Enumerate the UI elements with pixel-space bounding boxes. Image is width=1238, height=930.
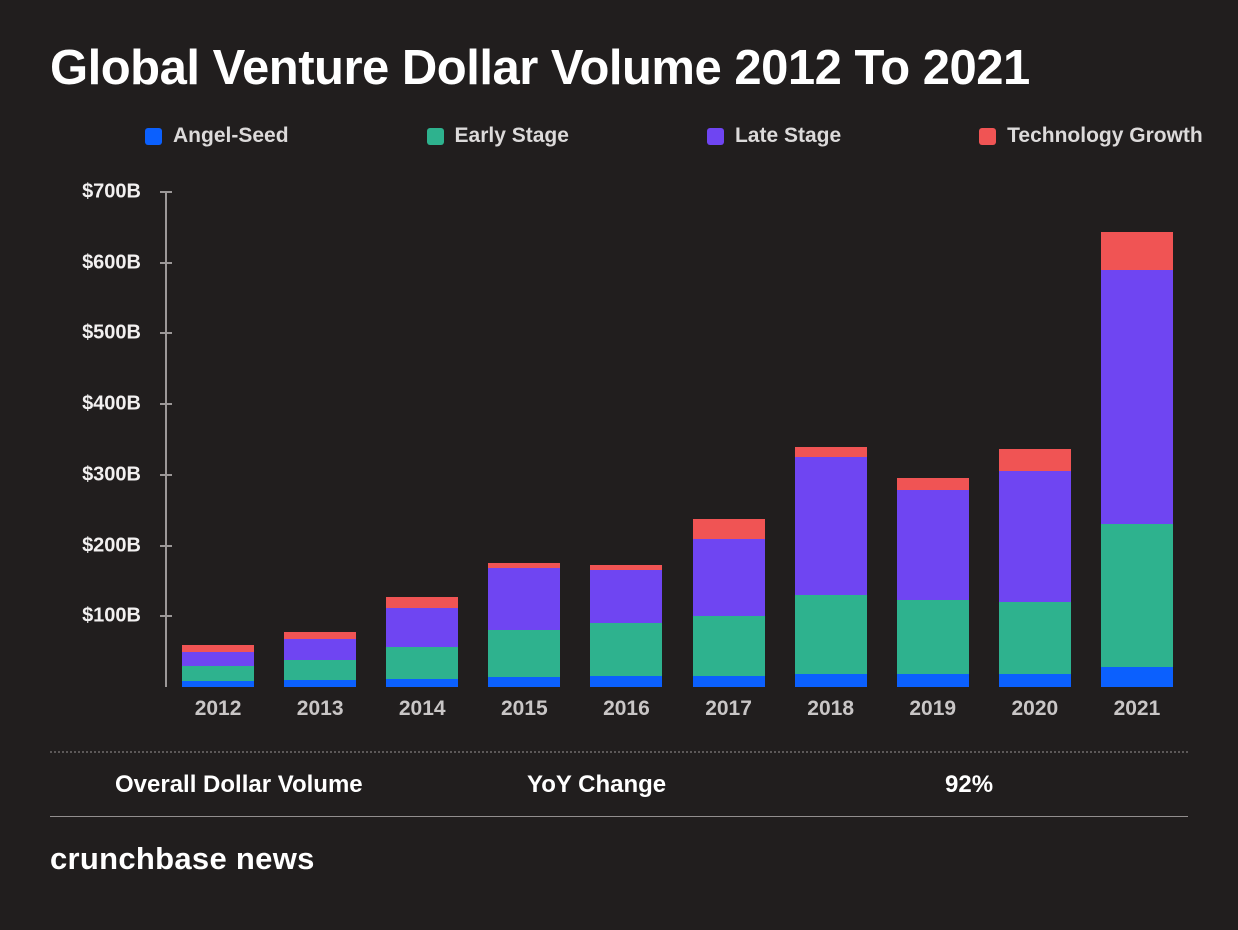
footer: crunchbase news: [50, 841, 1188, 877]
bar-segment-2021-late-stage: [1100, 269, 1173, 525]
y-axis-label-200: $200B: [82, 534, 141, 557]
bar-2015: [488, 562, 561, 687]
legend-item-angel-seed: Angel-Seed: [145, 124, 289, 148]
bar-2018: [794, 446, 867, 687]
summary-row: Overall Dollar Volume YoY Change 92%: [50, 751, 1188, 817]
bar-segment-2020-late-stage: [998, 471, 1071, 603]
bar-2020: [998, 448, 1071, 687]
bar-segment-2013-angel-seed: [284, 679, 357, 687]
y-axis-tick-200: [160, 544, 172, 547]
y-axis-tick-100: [160, 615, 172, 618]
bar-segment-2016-early-stage: [590, 623, 663, 677]
y-axis-tick-700: [160, 191, 172, 193]
bar-segment-2017-late-stage: [692, 538, 765, 617]
bar-segment-2019-early-stage: [896, 600, 969, 675]
legend-label-angel-seed: Angel-Seed: [173, 124, 289, 147]
x-axis-label-2012: 2012: [194, 697, 242, 720]
y-axis-tick-600: [160, 261, 172, 264]
legend-swatch-angel-seed: [145, 127, 162, 145]
x-axis-label-2017: 2017: [705, 697, 752, 720]
bar-segment-2013-late-stage: [284, 638, 357, 661]
y-axis-label-400: $400B: [82, 392, 141, 415]
bar-2013: [284, 631, 357, 687]
bar-segment-2016-angel-seed: [590, 676, 663, 687]
bar-segment-2012-late-stage: [182, 651, 255, 666]
bar-2016: [590, 564, 663, 687]
bar-segment-2017-technology-growth: [692, 518, 765, 539]
plot-area: [160, 191, 1188, 687]
summary-yoy-value: 92%: [945, 770, 994, 798]
bar-segment-2016-technology-growth: [590, 564, 663, 571]
bar-segment-2021-technology-growth: [1100, 232, 1173, 270]
summary-overall-label: Overall Dollar Volume: [115, 770, 363, 798]
bar-segment-2019-angel-seed: [896, 674, 969, 687]
legend-label-technology-growth: Technology Growth: [1007, 124, 1203, 147]
bar-segment-2015-technology-growth: [488, 562, 561, 569]
bar-2021: [1100, 232, 1173, 687]
bar-segment-2018-technology-growth: [794, 446, 867, 458]
bar-segment-2014-technology-growth: [386, 596, 459, 608]
legend-label-early-stage: Early Stage: [454, 124, 569, 147]
x-axis-label-2013: 2013: [296, 697, 344, 720]
legend-item-early-stage: Early Stage: [426, 124, 569, 148]
legend: Angel-Seed Early Stage Late Stage Technolog…: [145, 124, 1203, 148]
y-axis-label-700: $700B: [82, 180, 141, 203]
bar-segment-2021-angel-seed: [1100, 667, 1173, 687]
bar-2017: [692, 518, 765, 687]
y-axis-label-600: $600B: [82, 251, 141, 274]
bar-segment-2013-technology-growth: [284, 631, 357, 639]
crunchbase-news-logo: crunchbase news: [50, 841, 315, 876]
bar-segment-2016-late-stage: [590, 570, 663, 624]
bar-2012: [182, 644, 255, 687]
bar-segment-2020-early-stage: [998, 602, 1071, 675]
bar-segment-2020-technology-growth: [998, 448, 1071, 472]
summary-yoy-label: YoY Change: [527, 770, 667, 798]
bar-segment-2018-late-stage: [794, 457, 867, 596]
x-axis-label-2015: 2015: [500, 697, 548, 720]
bar-2014: [386, 596, 459, 687]
bar-segment-2014-late-stage: [386, 607, 459, 647]
y-axis-label-300: $300B: [82, 463, 141, 486]
y-axis-tick-300: [160, 473, 172, 476]
bar-2019: [896, 478, 969, 687]
legend-swatch-technology-growth: [979, 127, 997, 145]
bar-segment-2017-early-stage: [692, 616, 765, 676]
bar-segment-2012-early-stage: [182, 665, 255, 682]
bar-segment-2015-early-stage: [488, 630, 561, 678]
bar-segment-2017-angel-seed: [692, 675, 765, 687]
y-axis-label-500: $500B: [82, 321, 141, 344]
legend-label-late-stage: Late Stage: [734, 124, 842, 147]
y-axis-label-100: $100B: [82, 604, 141, 627]
x-axis-label-2018: 2018: [807, 697, 854, 720]
chart-title: Global Venture Dollar Volume 2012 To 202…: [50, 41, 1030, 95]
bar-segment-2012-angel-seed: [182, 681, 255, 687]
bar-segment-2019-late-stage: [896, 490, 969, 601]
bar-segment-2018-angel-seed: [794, 674, 867, 687]
bar-segment-2014-early-stage: [386, 646, 459, 679]
bar-segment-2018-early-stage: [794, 595, 867, 675]
bar-segment-2015-late-stage: [488, 568, 561, 631]
legend-item-late-stage: Late Stage: [706, 124, 842, 148]
y-axis-tick-500: [160, 332, 172, 335]
bar-segment-2020-angel-seed: [998, 674, 1071, 687]
x-axis-label-2019: 2019: [909, 697, 957, 720]
bar-segment-2012-technology-growth: [182, 644, 255, 652]
chart-area: $700B $600B $500B $400B $300B $200B $100B: [50, 181, 1188, 687]
bar-segment-2021-early-stage: [1100, 524, 1173, 668]
legend-swatch-early-stage: [426, 127, 444, 145]
legend-item-technology-growth: Technology Growth: [979, 124, 1203, 148]
bar-segment-2014-angel-seed: [386, 678, 459, 687]
x-axis-label-2020: 2020: [1011, 697, 1059, 720]
y-axis-tick-400: [160, 403, 172, 406]
legend-swatch-late-stage: [706, 127, 724, 145]
bar-segment-2019-technology-growth: [896, 478, 969, 491]
x-axis-label-2016: 2016: [603, 697, 650, 720]
x-axis-label-2014: 2014: [398, 697, 446, 720]
y-axis: $700B $600B $500B $400B $300B $200B $100B: [50, 181, 165, 687]
bar-segment-2013-early-stage: [284, 660, 357, 680]
x-axis: 2012 2013 2014 2015 2016 2017 2018 2019 2020 2021: [167, 697, 1188, 727]
bar-segment-2015-angel-seed: [488, 677, 561, 687]
x-axis-label-2021: 2021: [1113, 697, 1161, 720]
